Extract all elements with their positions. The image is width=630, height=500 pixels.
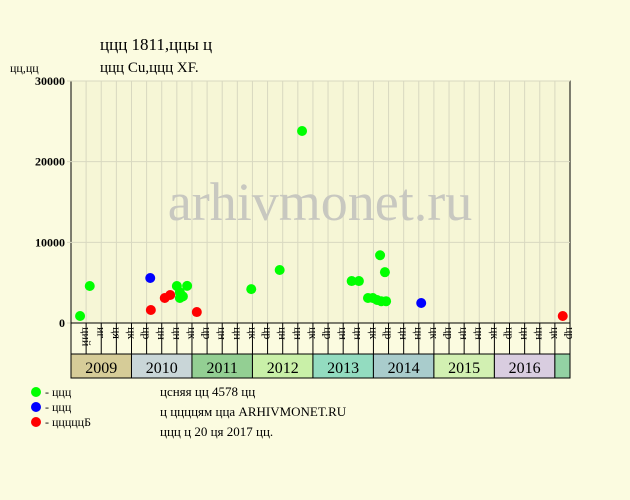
point — [297, 126, 308, 137]
point — [84, 280, 95, 291]
point — [165, 290, 176, 301]
watermark: arhivmonet.ru — [168, 172, 472, 232]
y-tick-label: 30000 — [35, 74, 65, 88]
y-axis-label: цц,цц — [10, 61, 39, 75]
note: цcняя цц 4578 цц — [160, 384, 255, 399]
point — [375, 250, 386, 261]
year-label: 2011 — [207, 360, 238, 377]
year-label: 2010 — [146, 360, 178, 377]
chart-title: ццц 1811,ццы ц — [100, 35, 212, 54]
plot-area — [70, 80, 571, 324]
year-cell — [70, 353, 132, 379]
point — [353, 276, 364, 287]
year-label: 2013 — [327, 360, 359, 377]
year-label: 2009 — [85, 360, 117, 377]
point — [182, 280, 193, 291]
year-label: 2012 — [267, 360, 299, 377]
year-label: 2015 — [448, 360, 480, 377]
legend-label: - ццц — [45, 385, 72, 399]
point — [416, 297, 427, 308]
year-label: 2014 — [388, 360, 420, 377]
point — [145, 272, 156, 283]
point — [246, 284, 257, 295]
year-cell — [493, 353, 556, 379]
legend-marker — [31, 417, 41, 427]
point — [274, 265, 285, 276]
y-tick-label: 20000 — [35, 155, 65, 169]
year-label: 2016 — [509, 360, 541, 377]
legend-label: - цццццБ — [45, 415, 91, 429]
legend-marker — [31, 387, 41, 397]
point — [177, 291, 188, 302]
point — [191, 307, 202, 318]
legend-marker — [31, 402, 41, 412]
point — [381, 296, 392, 307]
point — [145, 305, 156, 316]
point — [379, 267, 390, 278]
year-cell — [433, 353, 495, 379]
point — [75, 310, 86, 321]
chart-subtitle: ццц Cu,ццц XF. — [100, 60, 199, 76]
note: ццц ц 20 ця 2017 цц. — [160, 424, 273, 439]
note: ц ццццям цца ARHIVMONET.RU — [160, 404, 347, 419]
y-tick-label: 10000 — [35, 235, 65, 249]
legend-label: - ццц — [45, 400, 72, 414]
year-cell — [372, 353, 435, 379]
column-label: цр — [563, 327, 577, 339]
point — [346, 276, 357, 287]
year-cell — [554, 353, 571, 379]
y-tick-label: 0 — [59, 316, 65, 330]
column-row — [70, 322, 571, 355]
point — [557, 310, 568, 321]
